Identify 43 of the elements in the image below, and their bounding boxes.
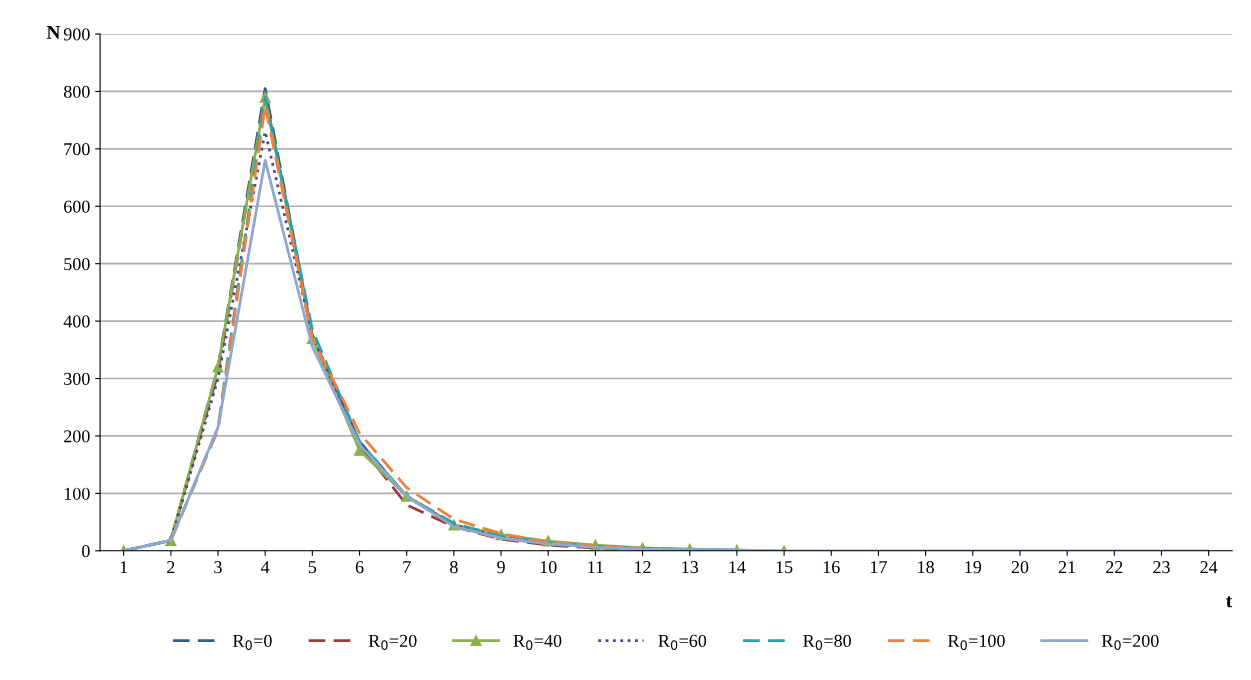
x-tick-label: 20 [1011, 561, 1029, 574]
x-tick-label: 4 [261, 561, 270, 574]
x-tick-label: 11 [588, 561, 603, 574]
x-tick-label: 21 [1058, 561, 1076, 574]
legend-label: R$_{0}$=100 [947, 634, 1005, 650]
y-tick-label: 0 [82, 545, 90, 558]
legend-label: R$_{0}$=80 [803, 634, 851, 650]
x-tick-label: 6 [355, 561, 364, 574]
y-tick-label: 200 [64, 430, 90, 443]
y-tick-label: 600 [64, 200, 90, 213]
y-tick-label: 700 [64, 143, 90, 156]
legend-label: R$_{0}$=40 [513, 634, 562, 650]
x-tick-label: 10 [540, 561, 557, 574]
x-tick-label: 5 [308, 561, 317, 574]
x-tick-label: 16 [823, 561, 840, 574]
y-tick-label: 300 [64, 372, 90, 385]
x-tick-label: 9 [497, 561, 505, 574]
x-tick-label: 18 [918, 561, 934, 574]
y-axis-title: N [46, 25, 61, 39]
legend-label: R$_{0}$=0 [232, 634, 272, 650]
y-tick-label: 900 [63, 28, 90, 41]
x-tick-label: 15 [776, 561, 793, 574]
x-tick-label: 14 [729, 561, 746, 574]
x-tick-label: 8 [450, 561, 458, 574]
x-tick-label: 2 [167, 561, 175, 574]
x-tick-label: 23 [1153, 561, 1170, 574]
y-tick-label: 400 [63, 315, 90, 328]
y-tick-label: 100 [64, 487, 90, 500]
x-tick-label: 1 [120, 561, 128, 574]
legend-label: R$_{0}$=200 [1101, 634, 1159, 650]
x-tick-label: 22 [1106, 561, 1123, 574]
x-tick-label: 13 [682, 561, 699, 574]
y-tick-label: 500 [64, 257, 90, 271]
x-tick-label: 19 [965, 561, 982, 574]
y-tick-label: 800 [63, 85, 90, 98]
legend-label: R$_{0}$=20 [368, 634, 417, 650]
x-tick-label: 12 [635, 561, 651, 574]
x-axis-title: t [1226, 596, 1233, 608]
x-tick-label: 3 [214, 561, 222, 574]
legend-label: R$_{0}$=60 [658, 634, 707, 650]
x-tick-label: 7 [403, 561, 411, 574]
x-tick-label: 24 [1200, 561, 1218, 574]
x-tick-label: 17 [871, 561, 887, 574]
